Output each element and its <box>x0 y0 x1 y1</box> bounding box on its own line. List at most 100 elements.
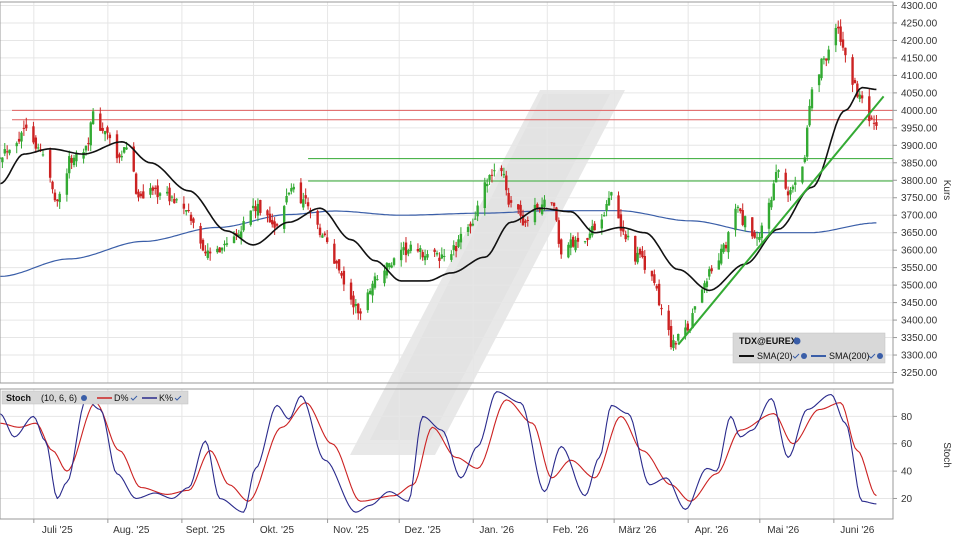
candle-body <box>760 225 764 239</box>
candle-body <box>851 57 854 85</box>
candle-body <box>423 255 427 261</box>
stoch-settings-icon[interactable] <box>81 395 87 401</box>
candle-body <box>550 202 553 204</box>
candle-body <box>302 199 305 208</box>
legend-sma200-check-icon[interactable] <box>868 353 876 359</box>
candle-body <box>724 244 728 249</box>
candle-body <box>304 195 307 199</box>
legend-sma200-settings-icon[interactable] <box>877 353 883 359</box>
candle-body <box>201 239 205 251</box>
candle-body <box>103 131 107 135</box>
stoch-tick-label: 20 <box>901 494 913 505</box>
candle-body <box>600 219 604 229</box>
candle-body <box>755 237 759 239</box>
candle-body <box>820 58 823 79</box>
legend-sma20: SMA(20) <box>757 351 793 361</box>
candle-body <box>89 122 92 146</box>
candle-body <box>268 213 272 223</box>
candle-body <box>25 124 28 129</box>
legend-sma20-check-icon[interactable] <box>792 353 800 359</box>
price-tick-label: 3750.00 <box>901 193 938 204</box>
candle-body <box>206 250 209 258</box>
candle-body <box>419 248 422 252</box>
candle-body <box>158 193 162 196</box>
candle-body <box>290 188 293 192</box>
candle-body <box>168 187 171 202</box>
candle-body <box>349 282 353 300</box>
candle-body <box>844 47 847 56</box>
candle-body <box>839 26 842 42</box>
candles <box>0 19 878 351</box>
candle-body <box>700 289 704 303</box>
trendline <box>677 95 885 346</box>
price-tick-label: 3800.00 <box>901 176 938 187</box>
candle-body <box>860 95 864 99</box>
candle-body <box>108 134 112 139</box>
price-tick-label: 3400.00 <box>901 316 938 327</box>
candle-body <box>366 292 369 311</box>
candle-body <box>758 237 761 241</box>
x-tick-label: Jan. '26 <box>479 525 514 536</box>
candle-body <box>483 182 486 209</box>
stoch-k-check-icon[interactable] <box>174 395 182 401</box>
price-tick-label: 4200.00 <box>901 36 938 47</box>
candle-body <box>739 208 742 212</box>
stoch-d-check-icon[interactable] <box>130 395 138 401</box>
candle-body <box>426 254 429 258</box>
sma20-path <box>0 86 877 292</box>
candle-body <box>624 234 627 240</box>
candle-body <box>282 206 286 229</box>
candle-body <box>438 257 441 261</box>
candle-body <box>794 182 797 185</box>
candle-body <box>333 243 336 264</box>
price-tick-label: 4150.00 <box>901 53 938 64</box>
candle-body <box>390 265 393 268</box>
candle-body <box>165 191 169 194</box>
candle-body <box>786 191 790 196</box>
candle-body <box>825 58 828 61</box>
candle-body <box>650 270 654 277</box>
candle-body <box>275 224 279 226</box>
stoch-y-axis: 80 60 40 20 <box>893 412 913 505</box>
candle-body <box>536 204 539 209</box>
candle-body <box>672 340 675 349</box>
candle-body <box>533 204 537 223</box>
candle-body <box>872 122 876 124</box>
legend-symbol-settings-icon[interactable] <box>793 337 801 345</box>
candle-body <box>340 272 343 276</box>
candle-body <box>175 199 178 201</box>
candle-body <box>507 192 510 205</box>
x-axis: Juli '25 Aug. '25 Sept. '25 Okt. '25 Nov. '2… <box>33 519 875 536</box>
candle-body <box>875 122 878 126</box>
candle-body <box>774 172 778 183</box>
candle-body <box>801 166 804 183</box>
x-tick-label: März '26 <box>619 525 657 536</box>
x-tick-label: Dez. '25 <box>404 525 441 536</box>
candle-body <box>557 220 561 244</box>
candle-body <box>87 143 90 145</box>
candle-body <box>266 210 269 216</box>
candle-body <box>655 285 658 289</box>
candle-body <box>834 28 838 46</box>
candle-body <box>287 192 291 195</box>
x-tick-label: Aug. '25 <box>113 525 150 536</box>
price-y-axis: 4300.00 4250.00 4200.00 4150.00 4100.00 4050.… <box>893 1 938 379</box>
candle-body <box>132 146 135 172</box>
candle-body <box>476 205 479 217</box>
candle-body <box>409 244 412 251</box>
candle-body <box>204 251 207 254</box>
candle-body <box>192 218 195 223</box>
candle-body <box>325 237 329 242</box>
candle-body <box>743 216 747 228</box>
candle-body <box>753 232 756 238</box>
price-axis-title: Kurs <box>941 180 952 201</box>
stoch-k-line <box>0 391 877 513</box>
candle-body <box>454 246 458 252</box>
candle-body <box>588 233 592 239</box>
candle-body <box>249 210 252 225</box>
candle-body <box>189 214 193 221</box>
candle-body <box>335 261 338 264</box>
x-tick-label: Sept. '25 <box>186 525 226 536</box>
legend-sma20-settings-icon[interactable] <box>801 353 807 359</box>
candle-body <box>218 247 221 253</box>
